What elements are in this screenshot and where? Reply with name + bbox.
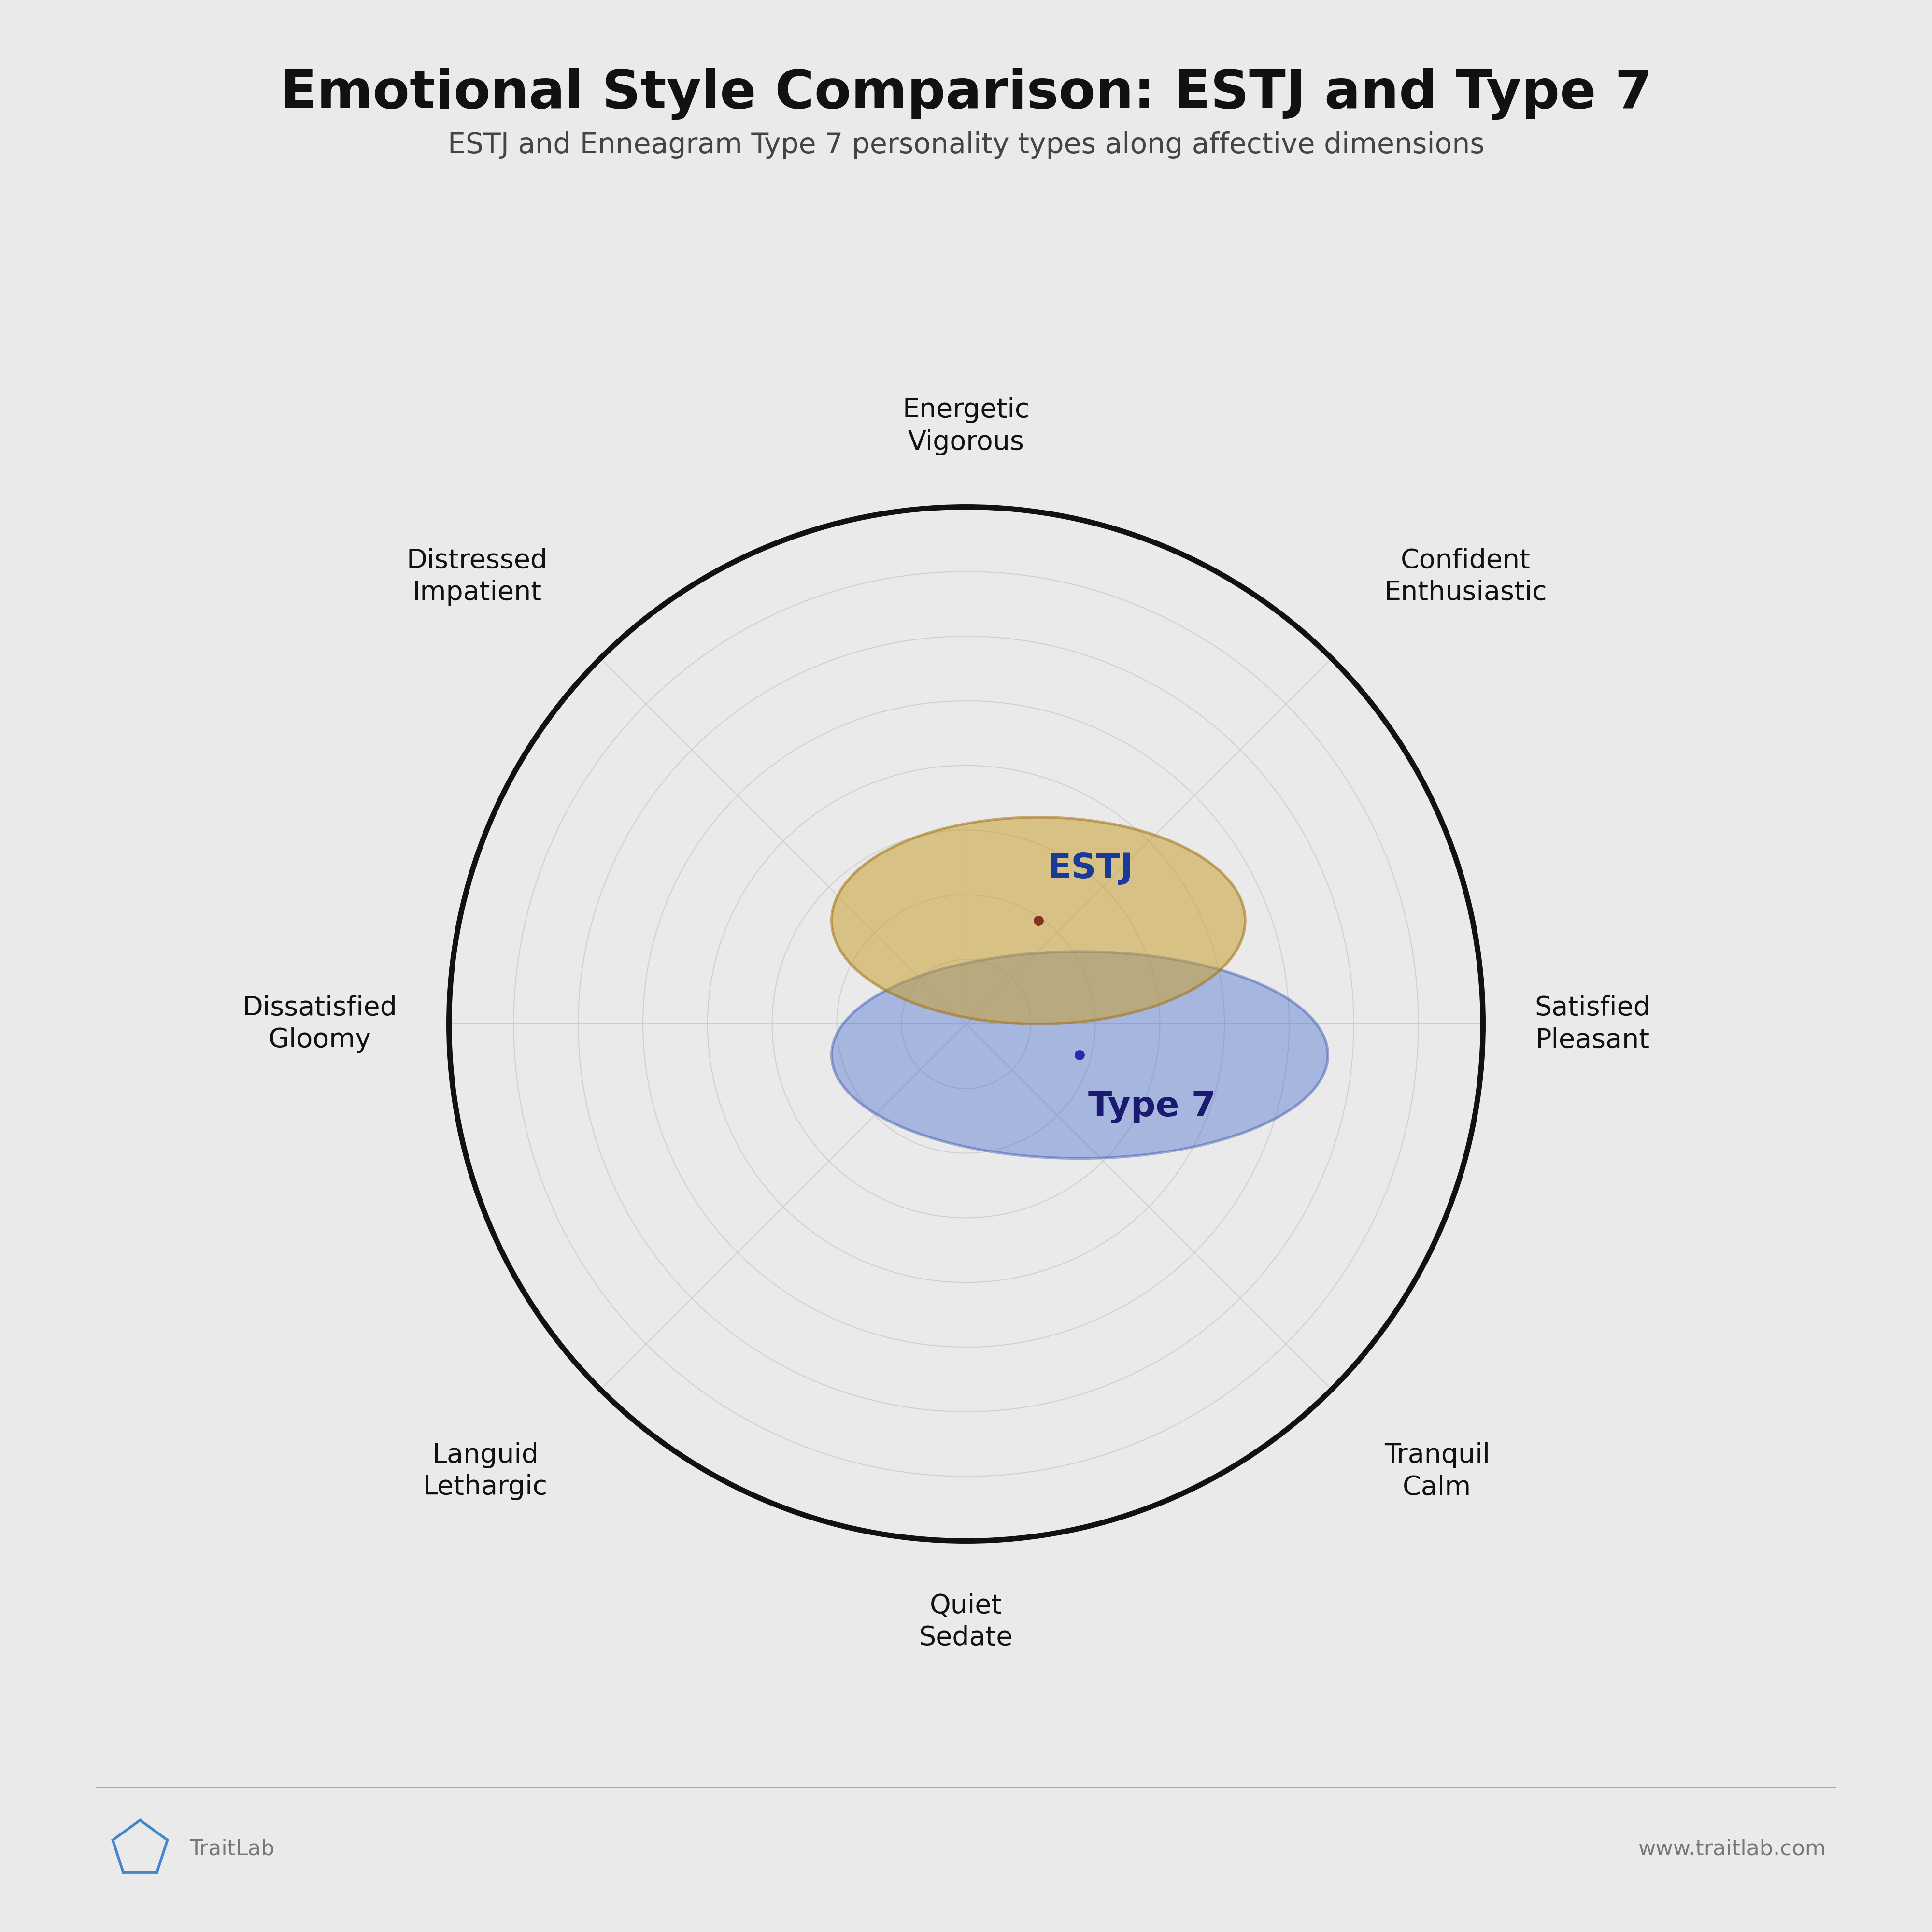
Text: Distressed
Impatient: Distressed Impatient (406, 547, 549, 607)
Ellipse shape (831, 952, 1327, 1159)
Text: www.traitlab.com: www.traitlab.com (1638, 1839, 1826, 1859)
Text: Satisfied
Pleasant: Satisfied Pleasant (1534, 995, 1650, 1053)
Text: Languid
Lethargic: Languid Lethargic (423, 1441, 549, 1501)
Text: Type 7: Type 7 (1088, 1090, 1215, 1122)
Ellipse shape (831, 817, 1246, 1024)
Text: Dissatisfied
Gloomy: Dissatisfied Gloomy (242, 995, 398, 1053)
Text: ESTJ: ESTJ (1047, 852, 1132, 885)
Text: Energetic
Vigorous: Energetic Vigorous (902, 396, 1030, 456)
Text: Confident
Enthusiastic: Confident Enthusiastic (1383, 547, 1548, 607)
Text: Emotional Style Comparison: ESTJ and Type 7: Emotional Style Comparison: ESTJ and Typ… (280, 68, 1652, 120)
Text: Tranquil
Calm: Tranquil Calm (1383, 1441, 1490, 1501)
Text: TraitLab: TraitLab (189, 1839, 274, 1859)
Text: Quiet
Sedate: Quiet Sedate (920, 1592, 1012, 1652)
Text: ESTJ and Enneagram Type 7 personality types along affective dimensions: ESTJ and Enneagram Type 7 personality ty… (448, 131, 1484, 158)
